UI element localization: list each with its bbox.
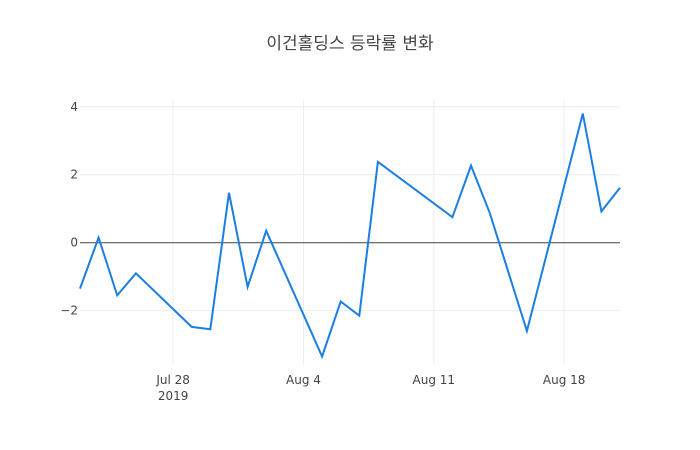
x-tick-label: Aug 4	[286, 373, 321, 387]
x-tick-label: Jul 28	[155, 373, 190, 387]
axes: Jul 28 2019 Aug 4 Aug 11 Aug 18 4 2 0 −2	[60, 100, 620, 403]
grid	[80, 100, 620, 365]
y-tick-label: 0	[70, 236, 78, 250]
x-tick-label: Aug 18	[543, 373, 586, 387]
y-tick-label: −2	[60, 304, 78, 318]
series-line	[79, 113, 621, 360]
y-tick-label: 4	[70, 100, 78, 114]
y-tick-label: 2	[70, 168, 78, 182]
x-tick-sublabel: 2019	[158, 389, 189, 403]
series	[79, 113, 621, 360]
chart-title: 이건홀딩스 등락률 변화	[266, 34, 434, 54]
x-tick-label: Aug 11	[413, 373, 456, 387]
